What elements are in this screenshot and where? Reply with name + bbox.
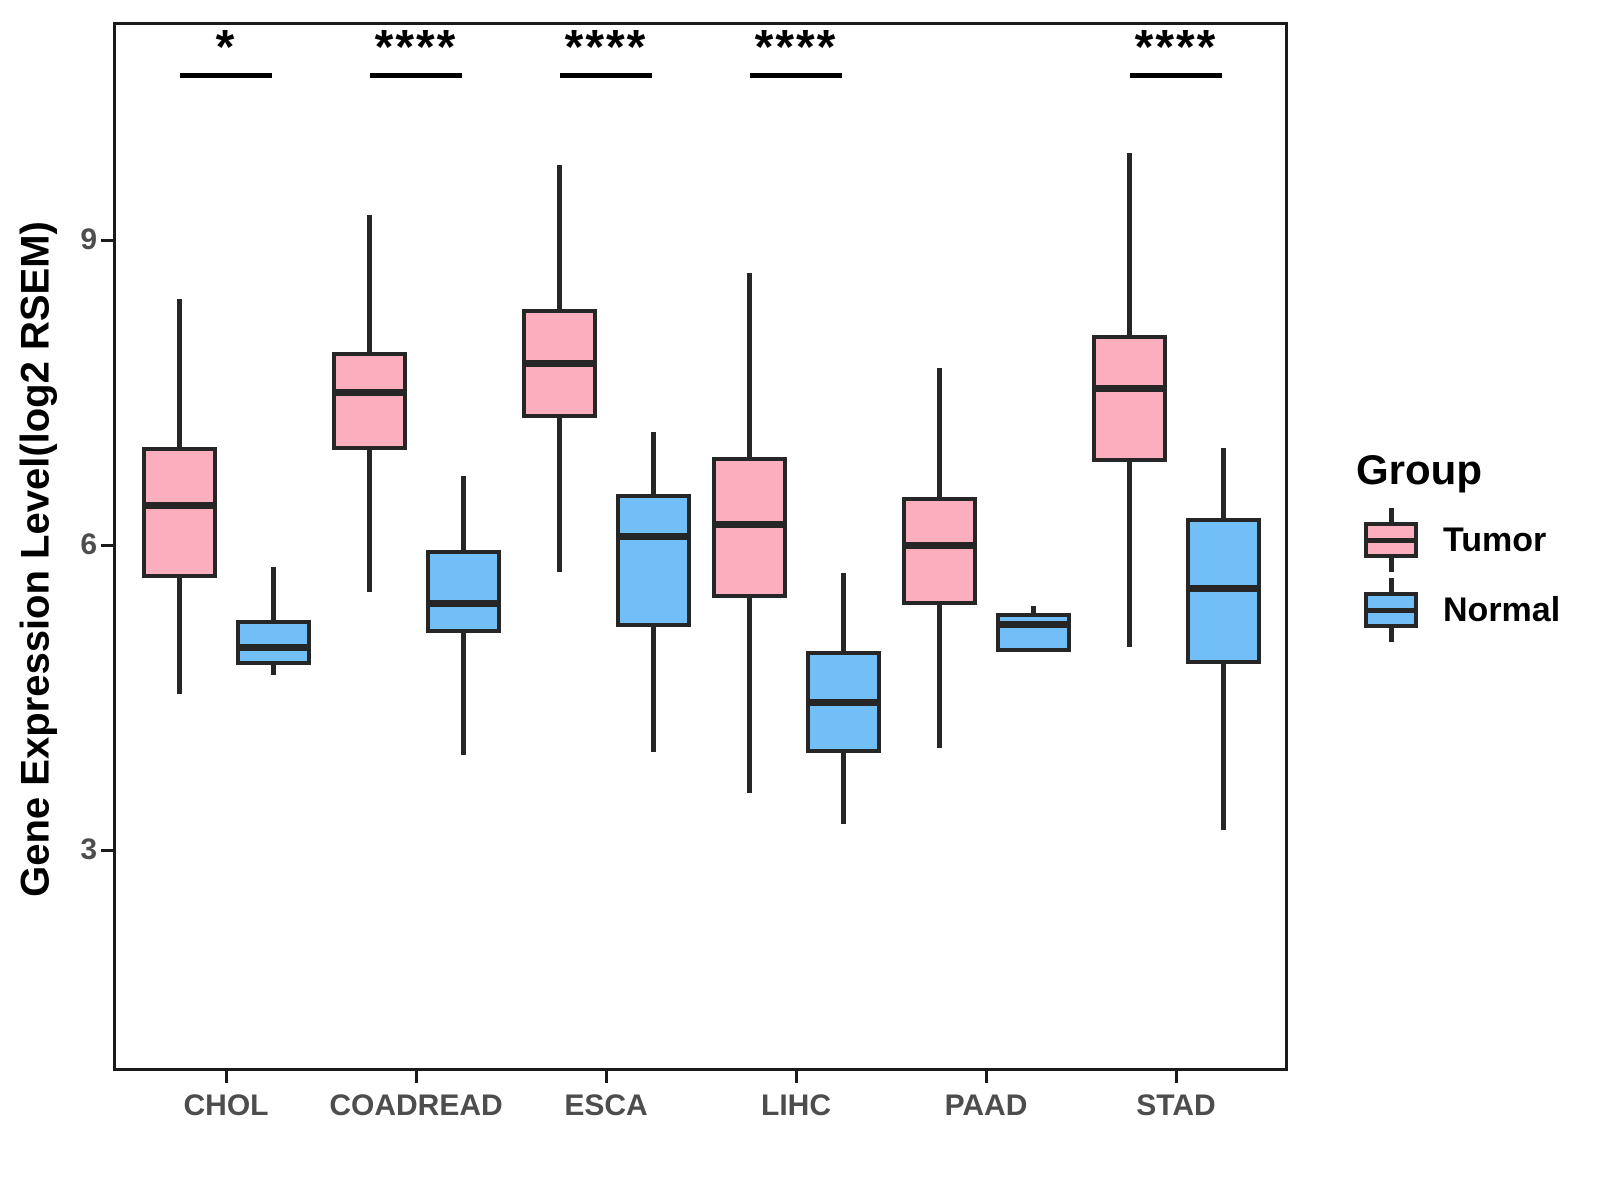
median-STAD-Tumor — [1091, 384, 1167, 392]
significance-bracket-STAD — [1130, 73, 1222, 78]
box-STAD-Tumor — [1091, 334, 1167, 462]
box-CHOL-Normal — [235, 620, 311, 665]
median-LIHC-Tumor — [711, 521, 787, 529]
median-PAAD-Tumor — [901, 541, 977, 549]
y-tick-mark-9 — [101, 238, 113, 242]
significance-label-ESCA: **** — [564, 21, 648, 74]
median-LIHC-Normal — [805, 699, 881, 707]
x-tick-label-PAAD: PAAD — [944, 1089, 1028, 1122]
legend-label-normal: Normal — [1443, 591, 1561, 629]
median-COADREAD-Tumor — [331, 389, 407, 396]
significance-bracket-CHOL — [180, 73, 272, 78]
x-tick-label-LIHC: LIHC — [761, 1089, 831, 1122]
x-tick-mark-STAD — [1174, 1071, 1178, 1083]
legend-label-tumor: Tumor — [1443, 521, 1547, 559]
x-tick-mark-COADREAD — [414, 1071, 418, 1083]
legend-key-median-icon — [1364, 537, 1418, 543]
median-CHOL-Normal — [235, 644, 311, 652]
y-tick-label-6: 6 — [80, 528, 97, 561]
y-axis-title: Gene Expression Level(log2 RSEM) — [13, 221, 58, 897]
y-tick-mark-3 — [101, 848, 113, 852]
legend-key-tumor — [1364, 508, 1418, 572]
box-COADREAD-Tumor — [331, 351, 407, 451]
x-tick-label-COADREAD: COADREAD — [329, 1089, 503, 1122]
significance-bracket-ESCA — [560, 73, 652, 78]
x-tick-label-ESCA: ESCA — [564, 1089, 648, 1122]
legend-key-normal — [1364, 578, 1418, 642]
box-CHOL-Tumor — [141, 447, 217, 578]
median-ESCA-Normal — [615, 533, 691, 541]
y-tick-label-3: 3 — [80, 833, 97, 866]
median-CHOL-Tumor — [141, 501, 217, 509]
median-PAAD-Normal — [995, 620, 1071, 628]
plot-panel — [113, 22, 1288, 1071]
x-tick-mark-ESCA — [604, 1071, 608, 1083]
median-COADREAD-Normal — [425, 600, 501, 608]
significance-label-LIHC: **** — [754, 21, 838, 74]
x-tick-label-STAD: STAD — [1136, 1089, 1216, 1122]
box-PAAD-Tumor — [901, 497, 977, 605]
legend-key-median-icon — [1364, 607, 1418, 613]
box-PAAD-Normal — [995, 613, 1071, 652]
y-tick-label-9: 9 — [80, 223, 97, 256]
x-tick-label-CHOL: CHOL — [183, 1089, 269, 1122]
box-ESCA-Normal — [615, 494, 691, 628]
significance-bracket-LIHC — [750, 73, 842, 78]
significance-label-COADREAD: **** — [374, 21, 458, 74]
median-STAD-Normal — [1185, 585, 1261, 593]
x-tick-mark-PAAD — [984, 1071, 988, 1083]
y-tick-mark-6 — [101, 543, 113, 547]
box-COADREAD-Normal — [425, 550, 501, 634]
legend-title: Group — [1356, 446, 1482, 493]
significance-label-CHOL: * — [215, 21, 237, 74]
significance-bracket-COADREAD — [370, 73, 462, 78]
significance-label-STAD: **** — [1134, 21, 1218, 74]
x-tick-mark-LIHC — [794, 1071, 798, 1083]
median-ESCA-Tumor — [521, 359, 597, 367]
x-tick-mark-CHOL — [224, 1071, 228, 1083]
